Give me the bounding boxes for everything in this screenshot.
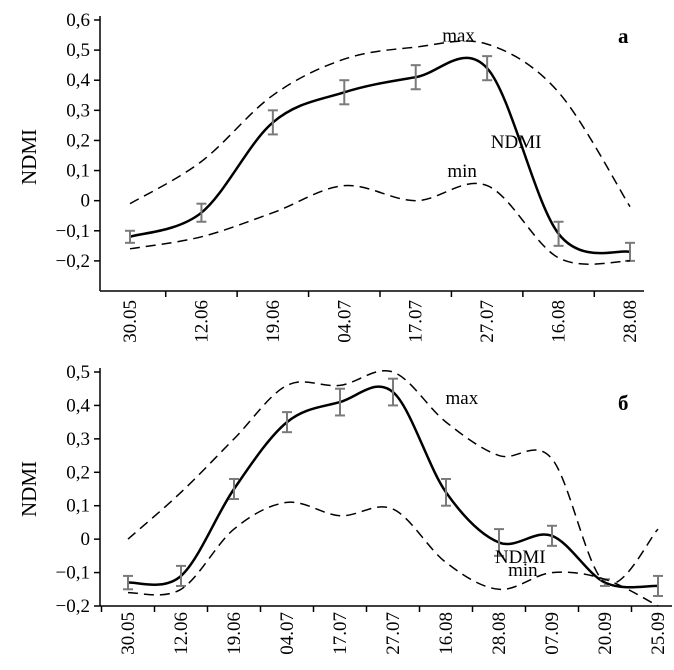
y-tick-label: 0,6 (66, 10, 90, 31)
series-label-min: min (508, 560, 538, 581)
panel-b: −0,2 −0,1 0 0,1 0,2 0,3 0,4 0,5 30.05 12.06 19.06 0… (17, 362, 672, 655)
y-axis-label: NDMI (17, 129, 41, 185)
y-tick-label: 0,3 (66, 100, 90, 121)
x-tick-label: 12.06 (171, 612, 192, 655)
error-bar (494, 528, 504, 557)
panel-label: б (618, 391, 629, 415)
y-tick-label: −0,1 (56, 221, 90, 242)
error-bar (441, 477, 451, 507)
y-tick-label: −0,1 (56, 563, 90, 584)
error-bar (267, 109, 278, 136)
x-tick-label: 28.08 (489, 612, 510, 655)
x-tick-label: 16.08 (436, 612, 457, 655)
error-bar (282, 411, 292, 434)
error-bar (125, 229, 135, 244)
series-line-ndmi (129, 56, 631, 255)
y-tick-label: 0,1 (66, 161, 90, 182)
x-tick-label: 25.09 (648, 612, 669, 655)
series-line-max (127, 369, 659, 585)
series-label-max: max (442, 25, 475, 46)
error-bar (335, 387, 345, 417)
y-tick-label: −0,2 (56, 251, 90, 272)
error-bar (388, 377, 398, 407)
panel-label: а (618, 24, 629, 48)
x-tick-label: 04.07 (334, 300, 355, 343)
series-line-min (129, 182, 631, 265)
x-tick-label: 17.07 (330, 612, 351, 655)
y-tick-label: 0,2 (66, 462, 90, 483)
y-axis-label: NDMI (17, 461, 41, 517)
y-tick-label: −0,2 (56, 596, 90, 617)
x-tick-label: 27.07 (383, 612, 404, 655)
error-bar (123, 574, 133, 591)
x-tick-label: 16.08 (549, 300, 570, 343)
y-tick-label: 0,1 (66, 496, 90, 517)
x-tick-label: 20.09 (595, 612, 616, 655)
error-bar (339, 79, 350, 106)
panel-a: −0,2 −0,1 0 0,1 0,2 0,3 0,4 0,5 0,6 30.05 12.06 19.… (17, 10, 644, 343)
y-tick-label: 0,4 (66, 70, 90, 91)
error-bar (229, 477, 239, 501)
series-line-min (127, 501, 659, 607)
error-bar (482, 55, 493, 82)
y-tick-label: 0,5 (66, 40, 90, 61)
x-tick-label: 17.07 (406, 300, 427, 343)
x-tick-label: 07.09 (542, 612, 563, 655)
x-tick-label: 28.08 (620, 300, 641, 343)
y-tick-label: 0,2 (66, 130, 90, 151)
x-tick-label: 12.06 (191, 300, 212, 343)
error-bar (176, 564, 186, 587)
y-tick-label: 0 (81, 529, 91, 550)
error-bar (410, 64, 421, 91)
x-tick-label: 30.05 (118, 612, 139, 655)
y-tick-label: 0,3 (66, 429, 90, 450)
series-label-max: max (446, 388, 479, 409)
x-tick-label: 27.07 (477, 300, 498, 343)
series-line-ndmi (127, 385, 659, 589)
error-bar (547, 524, 557, 547)
y-tick-label: 0,4 (66, 395, 90, 416)
series-line-max (129, 40, 631, 208)
series-label-min: min (447, 161, 477, 182)
error-bar (653, 574, 663, 597)
error-bar (553, 220, 564, 247)
series-label-ndmi: NDMI (491, 132, 542, 153)
x-tick-label: 19.06 (224, 612, 245, 655)
error-bar (196, 202, 207, 223)
x-tick-label: 19.06 (263, 300, 284, 343)
x-tick-label: 04.07 (277, 612, 298, 655)
x-tick-label: 30.05 (120, 300, 141, 343)
series-label-ndmi: NDMI (495, 547, 546, 568)
y-tick-label: 0,5 (66, 362, 90, 383)
y-tick-label: 0 (81, 191, 91, 212)
